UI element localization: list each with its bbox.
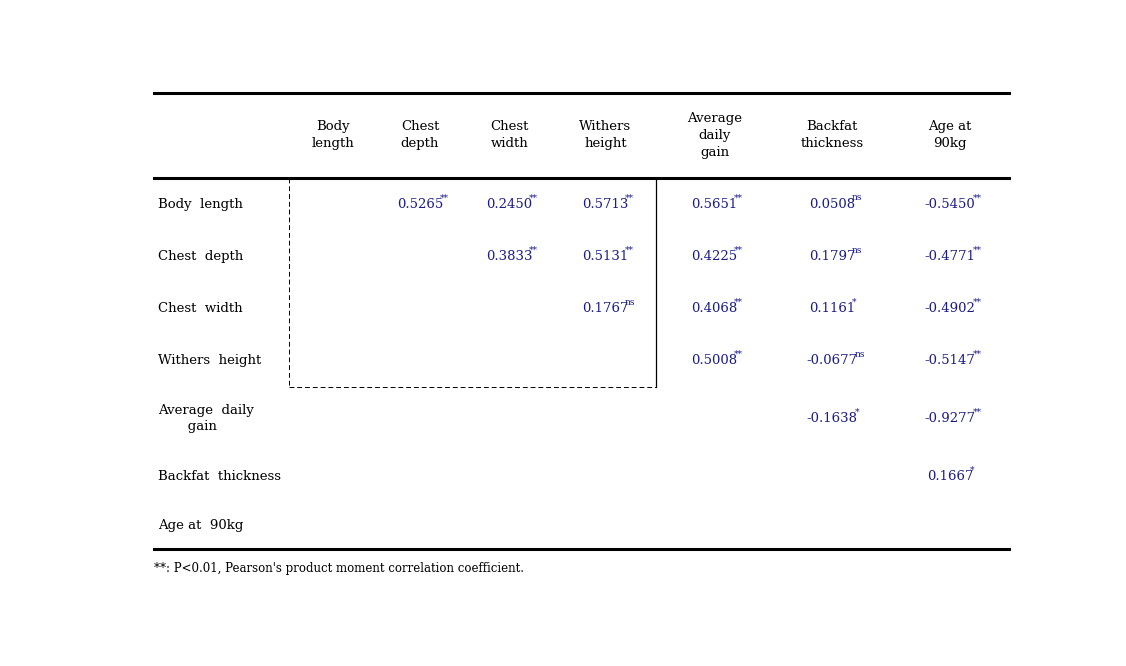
Text: **: **: [734, 246, 743, 254]
Text: **: **: [625, 246, 634, 254]
Text: 0.5651: 0.5651: [691, 198, 738, 210]
Text: **: P<0.01, Pearson's product moment correlation coefficient.: **: P<0.01, Pearson's product moment cor…: [154, 562, 524, 575]
Text: 0.5265: 0.5265: [396, 198, 444, 210]
Text: 0.5008: 0.5008: [691, 354, 738, 368]
Text: **: **: [734, 350, 743, 359]
Text: **: **: [734, 298, 743, 307]
Text: **: **: [973, 298, 982, 307]
Text: 0.4225: 0.4225: [691, 250, 738, 263]
Text: Withers
height: Withers height: [580, 121, 632, 151]
Text: ns: ns: [852, 193, 863, 202]
Text: **: **: [625, 193, 634, 202]
Text: 0.2450: 0.2450: [486, 198, 533, 210]
Text: -0.5147: -0.5147: [924, 354, 975, 368]
Text: -0.4902: -0.4902: [924, 302, 975, 315]
Text: 0.4068: 0.4068: [691, 302, 738, 315]
Text: 0.3833: 0.3833: [486, 250, 533, 263]
Text: 0.1161: 0.1161: [810, 302, 856, 315]
Text: ns: ns: [855, 350, 865, 359]
Text: Average
daily
gain: Average daily gain: [687, 112, 742, 159]
Text: **: **: [973, 350, 982, 359]
Text: 0.5713: 0.5713: [582, 198, 628, 210]
Text: **: **: [973, 246, 982, 254]
Text: **: **: [529, 193, 538, 202]
Text: ns: ns: [625, 298, 635, 307]
Text: Body  length: Body length: [158, 198, 243, 210]
Text: Average  daily
       gain: Average daily gain: [158, 404, 254, 433]
Text: -0.5450: -0.5450: [924, 198, 975, 210]
Text: Backfat  thickness: Backfat thickness: [158, 470, 282, 483]
Text: 0.0508: 0.0508: [810, 198, 856, 210]
Text: Chest  depth: Chest depth: [158, 250, 243, 263]
Text: *: *: [855, 408, 859, 417]
Text: 0.5131: 0.5131: [582, 250, 628, 263]
Text: Age at
90kg: Age at 90kg: [929, 121, 972, 151]
Text: *: *: [969, 466, 974, 475]
Text: Withers  height: Withers height: [158, 354, 261, 368]
Text: **: **: [734, 193, 743, 202]
Text: Chest  width: Chest width: [158, 302, 243, 315]
Text: **: **: [529, 246, 538, 254]
Text: Chest
width: Chest width: [490, 121, 528, 151]
Text: 0.1767: 0.1767: [582, 302, 628, 315]
Text: -0.4771: -0.4771: [924, 250, 975, 263]
Text: -0.0677: -0.0677: [806, 354, 858, 368]
Text: *: *: [852, 298, 857, 307]
Text: 0.1797: 0.1797: [810, 250, 856, 263]
Text: -0.9277: -0.9277: [924, 412, 976, 425]
Text: Backfat
thickness: Backfat thickness: [801, 121, 864, 151]
Text: **: **: [973, 408, 982, 417]
Text: -0.1638: -0.1638: [807, 412, 858, 425]
Text: **: **: [439, 193, 448, 202]
Text: 0.1667: 0.1667: [927, 470, 973, 483]
Text: Age at  90kg: Age at 90kg: [158, 519, 243, 532]
Text: Body
length: Body length: [312, 121, 354, 151]
Text: **: **: [973, 193, 982, 202]
Text: ns: ns: [852, 246, 863, 254]
Text: Chest
depth: Chest depth: [401, 121, 439, 151]
